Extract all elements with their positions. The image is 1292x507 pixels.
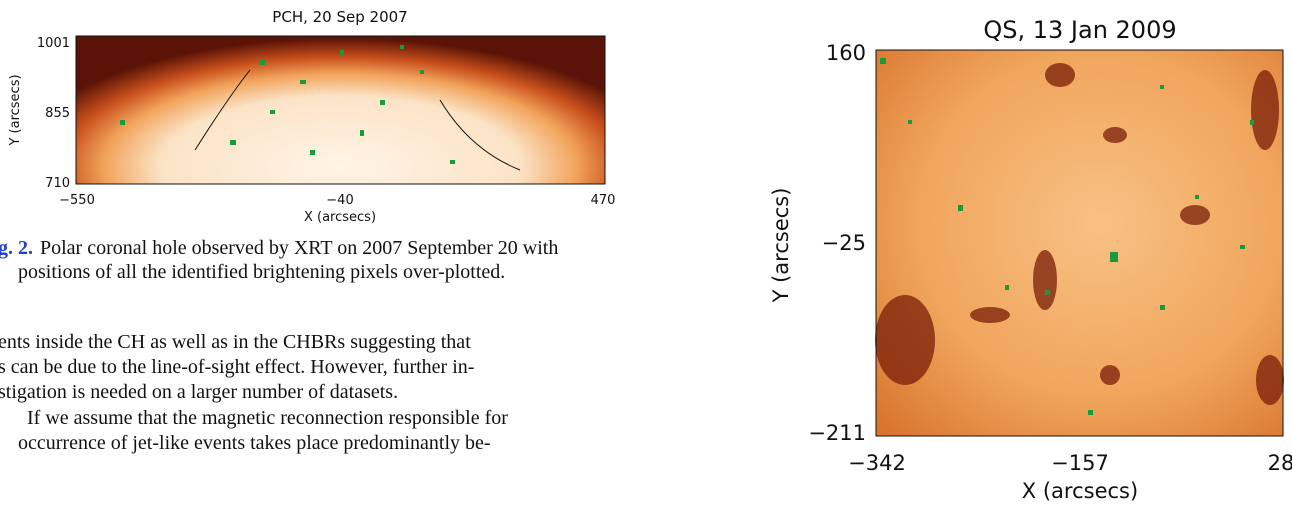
image-panel: [876, 50, 1283, 436]
y-tick-label: −25: [822, 231, 866, 255]
x-tick-label: 28: [1268, 451, 1292, 475]
body-line: If we assume that the magnetic reconnect…: [27, 407, 508, 429]
page: PCH, 20 Sep 2007 1001 855 710 −550 −40 4…: [0, 0, 1292, 507]
y-axis-label: Y (arcsecs): [769, 188, 793, 304]
image-panel: [76, 36, 605, 184]
body-line: ents inside the CH as well as in the CHB…: [0, 331, 471, 353]
y-tick-label: 160: [826, 41, 866, 65]
caption-label: g. 2.: [0, 237, 33, 259]
body-line: s can be due to the line-of-sight effect…: [0, 356, 474, 378]
x-axis-label: X (arcsecs): [1022, 479, 1138, 503]
y-tick-label: −211: [808, 421, 866, 445]
figure-title: PCH, 20 Sep 2007: [272, 8, 407, 26]
caption-line: positions of all the identified brighten…: [18, 261, 505, 283]
y-tick-label: 855: [45, 106, 70, 121]
y-axis-label: Y (arcsecs): [8, 74, 23, 146]
caption-line: Polar coronal hole observed by XRT on 20…: [40, 237, 558, 259]
figure-title: QS, 13 Jan 2009: [983, 16, 1176, 44]
x-axis-label: X (arcsecs): [304, 210, 376, 225]
x-tick-label: −342: [848, 451, 906, 475]
x-tick-label: −40: [326, 193, 353, 208]
x-tick-label: −550: [59, 193, 95, 208]
page-canvas: PCH, 20 Sep 2007 1001 855 710 −550 −40 4…: [0, 0, 1292, 507]
x-tick-label: 470: [591, 193, 616, 208]
body-line: occurrence of jet-like events takes plac…: [18, 432, 491, 454]
y-tick-label: 1001: [37, 36, 70, 51]
body-line: stigation is needed on a larger number o…: [0, 381, 398, 403]
x-tick-label: −157: [1051, 451, 1109, 475]
y-tick-label: 710: [45, 176, 70, 191]
